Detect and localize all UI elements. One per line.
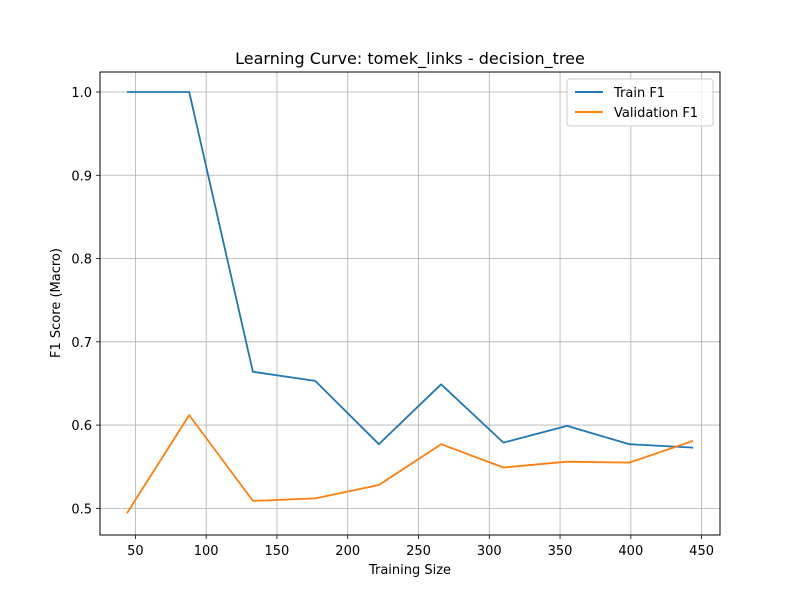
x-tick-label: 350 bbox=[548, 544, 573, 559]
y-tick-label: 0.5 bbox=[71, 502, 92, 517]
x-tick-label: 250 bbox=[406, 544, 431, 559]
y-tick-label: 0.7 bbox=[71, 336, 92, 351]
y-tick-label: 0.6 bbox=[71, 419, 92, 434]
y-axis-ticks: 0.5 0.6 0.7 0.8 0.9 1.0 bbox=[71, 86, 100, 517]
x-tick-label: 200 bbox=[335, 544, 360, 559]
legend-label-train-f1: Train F1 bbox=[613, 86, 665, 101]
series-line-train-f1 bbox=[126, 91, 694, 449]
y-tick-label: 1.0 bbox=[71, 86, 92, 101]
chart-title: Learning Curve: tomek_links - decision_t… bbox=[235, 49, 585, 69]
plot-frame bbox=[99, 71, 721, 536]
x-tick-label: 450 bbox=[689, 544, 714, 559]
x-tick-label: 50 bbox=[127, 544, 144, 559]
legend-label-validation-f1: Validation F1 bbox=[614, 106, 698, 121]
series-line-validation-f1 bbox=[126, 414, 694, 514]
y-axis-label: F1 Score (Macro) bbox=[49, 248, 64, 358]
x-tick-label: 400 bbox=[618, 544, 643, 559]
grid bbox=[100, 72, 720, 535]
x-tick-label: 150 bbox=[265, 544, 290, 559]
x-axis-label: Training Size bbox=[368, 563, 451, 578]
series-layer bbox=[126, 91, 694, 514]
y-tick-label: 0.9 bbox=[71, 169, 92, 184]
legend: Train F1 Validation F1 bbox=[566, 78, 714, 127]
x-axis-ticks: 50 100 150 200 250 300 350 400 450 bbox=[127, 535, 714, 559]
y-tick-label: 0.8 bbox=[71, 253, 92, 268]
x-tick-label: 100 bbox=[194, 544, 219, 559]
legend-box bbox=[566, 78, 714, 127]
x-tick-label: 300 bbox=[477, 544, 502, 559]
